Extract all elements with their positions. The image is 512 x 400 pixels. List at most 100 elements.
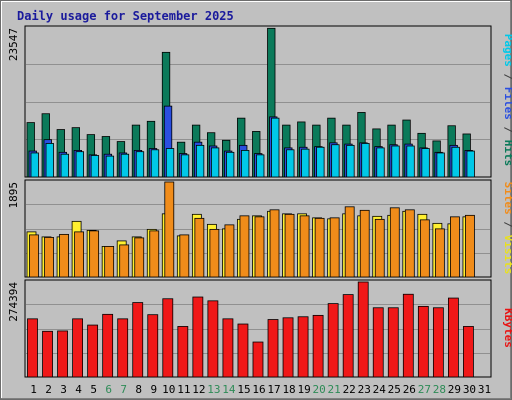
legend-item: /: [502, 215, 512, 235]
bar-sites-day-13: [209, 228, 220, 278]
bar-sites-day-28: [434, 228, 445, 278]
legend-item: Files: [502, 87, 512, 120]
bar-kbytes-day-5: [87, 324, 99, 378]
bar-sites-day-15: [239, 215, 250, 278]
bar-kbytes-day-22: [342, 294, 354, 378]
bar-sites-day-11: [179, 234, 190, 278]
bar-pages-day-15: [241, 150, 250, 178]
day-label-4: 4: [75, 383, 82, 396]
bar-pages-day-24: [376, 147, 385, 178]
day-label-13: 13: [207, 383, 220, 396]
bar-sites-day-17: [269, 209, 280, 278]
bar-pages-day-11: [180, 154, 190, 178]
day-label-31: 31: [478, 383, 491, 396]
bar-sites-day-5: [89, 230, 100, 278]
bar-pages-day-16: [256, 154, 265, 178]
bar-kbytes-day-19: [297, 316, 309, 378]
day-label-14: 14: [222, 383, 236, 396]
bar-pages-day-5: [90, 155, 100, 178]
bar-kbytes-day-27: [417, 305, 429, 378]
panel-mid-legend: Sites / Visits: [502, 182, 512, 275]
panel-bot-legend: KBytes: [502, 308, 512, 348]
bar-kbytes-day-25: [387, 307, 399, 378]
bar-kbytes-day-20: [312, 314, 324, 378]
bar-sites-day-14: [224, 224, 235, 278]
legend-item: /: [502, 67, 512, 87]
bar-kbytes-day-16: [252, 341, 264, 378]
day-label-17: 17: [267, 383, 280, 396]
bar-kbytes-day-26: [402, 293, 414, 378]
bar-pages-day-30: [466, 150, 475, 178]
panel-top-legend: Pages / Files / Hits: [502, 34, 512, 167]
bar-pages-day-27: [421, 148, 430, 178]
bar-sites-day-24: [374, 218, 385, 278]
day-label-7: 7: [120, 383, 127, 396]
bar-kbytes-day-29: [448, 297, 459, 378]
bar-pages-day-13: [210, 147, 220, 178]
bar-sites-day-1: [29, 234, 39, 278]
day-label-5: 5: [90, 383, 97, 396]
bar-pages-day-22: [346, 144, 355, 178]
bar-pages-day-6: [105, 155, 115, 178]
day-label-1: 1: [30, 383, 37, 396]
bar-pages-day-19: [301, 148, 310, 178]
day-label-2: 2: [45, 383, 52, 396]
bar-kbytes-day-23: [357, 281, 369, 378]
bar-pages-day-4: [75, 151, 84, 178]
bar-sites-day-6: [104, 246, 115, 278]
bar-kbytes-day-12: [192, 296, 204, 378]
day-label-11: 11: [177, 383, 190, 396]
day-label-28: 28: [433, 383, 446, 396]
bar-sites-day-21: [329, 217, 340, 278]
day-label-26: 26: [403, 383, 416, 396]
bar-pages-day-25: [391, 145, 400, 178]
legend-item: /: [502, 120, 512, 140]
bar-kbytes-day-7: [117, 318, 129, 378]
day-labels: 1 2 3 4 5 6 7 8 9 10 11 12 13 14 15 16 17 18 19 20 21 22 23 24 2…: [30, 383, 491, 396]
panel-top: 23547 Pages / Files / Hits: [7, 25, 512, 178]
bar-kbytes-day-10: [162, 298, 174, 378]
day-label-3: 3: [60, 383, 67, 396]
bar-pages-day-23: [361, 143, 370, 178]
bar-sites-day-2: [44, 236, 54, 278]
bar-kbytes-day-6: [102, 313, 114, 378]
day-label-23: 23: [358, 383, 371, 396]
bar-sites-day-25: [389, 207, 400, 278]
bar-pages-day-12: [195, 144, 205, 178]
bar-kbytes-day-13: [207, 300, 219, 378]
bar-pages-day-26: [406, 145, 415, 178]
bar-sites-day-3: [59, 233, 69, 278]
bar-sites-day-9: [149, 230, 160, 278]
bar-kbytes-day-18: [282, 317, 294, 378]
legend-item: Pages: [502, 34, 512, 67]
panel-bot: 274394 KBytes: [7, 279, 512, 378]
day-label-27: 27: [418, 383, 431, 396]
day-label-25: 25: [388, 383, 401, 396]
bar-kbytes-day-21: [327, 303, 339, 378]
bar-pages-day-17: [271, 117, 280, 178]
legend-item: KBytes: [502, 308, 512, 348]
day-label-9: 9: [150, 383, 157, 396]
bar-sites-day-8: [134, 237, 145, 278]
bar-sites-day-18: [284, 213, 295, 278]
bar-pages-day-8: [135, 151, 145, 178]
bar-pages-day-18: [286, 149, 295, 178]
bar-kbytes-day-1: [27, 318, 38, 378]
bar-kbytes-day-3: [57, 330, 68, 378]
day-label-22: 22: [343, 383, 356, 396]
day-label-10: 10: [162, 383, 175, 396]
legend-item: Visits: [502, 235, 512, 275]
day-label-24: 24: [373, 383, 387, 396]
bar-sites-day-27: [419, 219, 430, 278]
bar-kbytes-day-17: [267, 319, 279, 378]
bar-kbytes-day-14: [222, 318, 234, 378]
bar-kbytes-day-30: [463, 326, 474, 378]
panel-mid-ymax-label: 1895: [7, 182, 20, 209]
bar-kbytes-day-2: [42, 330, 53, 378]
day-label-21: 21: [328, 383, 341, 396]
bar-pages-day-29: [451, 146, 460, 178]
bar-sites-day-10: [164, 181, 175, 278]
bar-pages-day-3: [60, 153, 69, 178]
bar-kbytes-day-28: [432, 307, 444, 378]
